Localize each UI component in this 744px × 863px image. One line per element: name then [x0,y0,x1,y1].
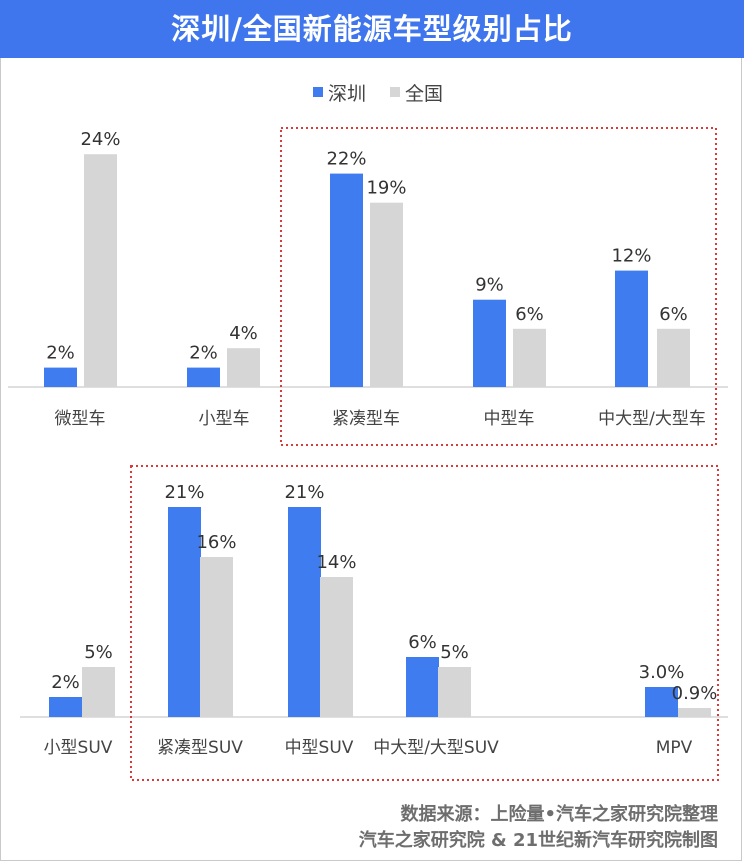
data-label: 21% [164,482,204,503]
bar-national [438,667,471,717]
data-label: 9% [475,275,504,296]
data-label: 21% [284,482,324,503]
bar-shenzhen [168,507,201,717]
legend-swatch-national [390,87,400,97]
category-label: 小型车 [199,409,250,429]
bar-national [678,708,711,717]
bar-national [227,348,260,387]
highlight-box [130,465,719,781]
data-label: 24% [80,129,120,150]
bar-shenzhen [288,507,321,717]
data-label: 19% [366,178,406,199]
bar-shenzhen [473,299,506,387]
bar-national [200,557,233,717]
bar-national [657,328,690,387]
bar-shenzhen [406,657,439,717]
source-note: 数据来源：上险量•汽车之家研究院整理 [400,804,718,825]
category-label: 中型SUV [285,738,354,758]
data-label: 3.0% [639,662,685,683]
category-label: 中型车 [484,409,535,429]
data-label: 2% [46,343,75,364]
bar-national [370,202,403,387]
credit-note: 汽车之家研究院 & 21世纪新汽车研究院制图 [358,830,718,851]
category-label: 紧凑型SUV [157,738,243,758]
bar-national [320,577,353,717]
data-label: 5% [84,642,113,663]
category-label: 中大型/大型SUV [373,738,499,758]
bar-shenzhen [187,367,220,387]
bar-shenzhen [49,697,82,717]
data-label: 0.9% [672,683,718,704]
data-label: 16% [196,532,236,553]
highlight-box [280,127,717,446]
data-label: 2% [189,343,218,364]
data-label: 6% [659,304,688,325]
bar-national [513,328,546,387]
bar-shenzhen [44,367,77,387]
bar-shenzhen [330,173,363,387]
data-label: 4% [229,323,258,344]
legend-swatch-shenzhen [313,87,323,97]
data-label: 22% [326,149,366,170]
category-label: 微型车 [55,409,106,429]
bar-shenzhen [615,270,648,387]
category-label: MPV [656,738,693,758]
category-label: 紧凑型车 [332,409,400,429]
data-label: 6% [408,632,437,653]
category-label: 中大型/大型车 [598,409,706,429]
data-label: 14% [316,552,356,573]
data-label: 12% [611,246,651,267]
legend-label-national: 全国 [405,83,443,105]
title-bar: 深圳/全国新能源车型级别占比 [0,0,744,58]
category-label: 小型SUV [44,738,113,758]
data-label: 6% [515,304,544,325]
bar-shenzhen [645,687,678,717]
bar-national [82,667,115,717]
data-label: 5% [440,642,469,663]
legend-label-shenzhen: 深圳 [328,83,366,105]
data-label: 2% [51,672,80,693]
chart-title: 深圳/全国新能源车型级别占比 [171,12,573,46]
bar-national [84,154,117,387]
